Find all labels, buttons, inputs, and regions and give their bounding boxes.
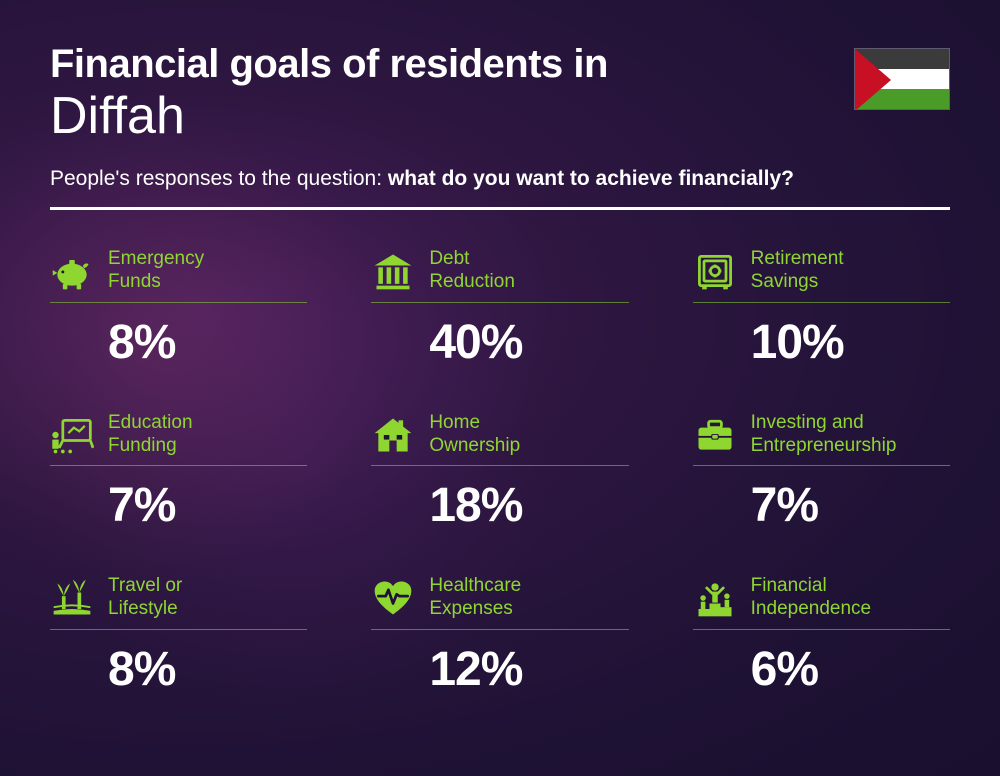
stat-label: EducationFunding <box>108 412 193 458</box>
independence-icon <box>693 576 737 620</box>
stat-label: FinancialIndependence <box>751 575 871 621</box>
stat-value: 40% <box>429 315 628 370</box>
flag <box>854 48 950 110</box>
stat-item-header: EducationFunding <box>50 412 307 467</box>
stat-value: 10% <box>751 315 950 370</box>
stat-label-line1: Home <box>429 412 520 435</box>
stat-item-header: EmergencyFunds <box>50 248 307 303</box>
stat-label-line1: Healthcare <box>429 575 521 598</box>
stat-label: EmergencyFunds <box>108 248 204 294</box>
subtitle: People's responses to the question: what… <box>50 167 950 191</box>
subtitle-bold: what do you want to achieve financially? <box>388 167 794 190</box>
stat-label-line2: Independence <box>751 598 871 621</box>
stat-value: 12% <box>429 642 628 697</box>
divider <box>50 207 950 210</box>
stat-label-line2: Ownership <box>429 435 520 458</box>
stat-label-line2: Entrepreneurship <box>751 435 897 458</box>
stat-item: EmergencyFunds 8% <box>50 248 307 370</box>
home-icon <box>371 413 415 457</box>
stat-label: Travel orLifestyle <box>108 575 182 621</box>
stat-item: HomeOwnership 18% <box>371 412 628 534</box>
stat-value: 8% <box>108 642 307 697</box>
stat-value: 7% <box>751 478 950 533</box>
stat-item-header: FinancialIndependence <box>693 575 950 630</box>
stat-item: Travel orLifestyle 8% <box>50 575 307 697</box>
stat-label-line2: Expenses <box>429 598 521 621</box>
stat-item: EducationFunding 7% <box>50 412 307 534</box>
stat-label: Investing andEntrepreneurship <box>751 412 897 458</box>
safe-icon <box>693 249 737 293</box>
piggy-bank-icon <box>50 249 94 293</box>
grid: EmergencyFunds 8% DebtReduction 40% Retireme… <box>50 248 950 697</box>
stat-label: HealthcareExpenses <box>429 575 521 621</box>
stat-label: DebtReduction <box>429 248 515 294</box>
stat-item-header: HomeOwnership <box>371 412 628 467</box>
stat-item: Investing andEntrepreneurship 7% <box>693 412 950 534</box>
stat-label-line2: Lifestyle <box>108 598 182 621</box>
stat-label-line1: Financial <box>751 575 871 598</box>
stat-label-line1: Debt <box>429 248 515 271</box>
subtitle-prefix: People's responses to the question: <box>50 167 388 190</box>
header: Financial goals of residents in Diffah <box>50 42 950 145</box>
stat-item-header: DebtReduction <box>371 248 628 303</box>
stat-item-header: Investing andEntrepreneurship <box>693 412 950 467</box>
stat-item-header: Travel orLifestyle <box>50 575 307 630</box>
stat-item: FinancialIndependence 6% <box>693 575 950 697</box>
stat-item-header: HealthcareExpenses <box>371 575 628 630</box>
stat-item: RetirementSavings 10% <box>693 248 950 370</box>
stat-item: HealthcareExpenses 12% <box>371 575 628 697</box>
stat-value: 18% <box>429 478 628 533</box>
stat-label: HomeOwnership <box>429 412 520 458</box>
title-line1: Financial goals of residents in <box>50 42 854 86</box>
stat-label-line2: Funds <box>108 271 204 294</box>
flag-triangle <box>855 49 891 110</box>
stat-item: DebtReduction 40% <box>371 248 628 370</box>
stat-label: RetirementSavings <box>751 248 844 294</box>
title-line2: Diffah <box>50 88 854 145</box>
education-icon <box>50 413 94 457</box>
stat-label-line1: Investing and <box>751 412 897 435</box>
travel-icon <box>50 576 94 620</box>
bank-icon <box>371 249 415 293</box>
stat-label-line1: Emergency <box>108 248 204 271</box>
stat-value: 6% <box>751 642 950 697</box>
healthcare-icon <box>371 576 415 620</box>
stat-value: 8% <box>108 315 307 370</box>
stat-label-line1: Retirement <box>751 248 844 271</box>
stat-label-line2: Savings <box>751 271 844 294</box>
stat-label-line2: Funding <box>108 435 193 458</box>
stat-item-header: RetirementSavings <box>693 248 950 303</box>
stat-value: 7% <box>108 478 307 533</box>
stat-label-line1: Education <box>108 412 193 435</box>
briefcase-icon <box>693 413 737 457</box>
title-block: Financial goals of residents in Diffah <box>50 42 854 145</box>
stat-label-line1: Travel or <box>108 575 182 598</box>
stat-label-line2: Reduction <box>429 271 515 294</box>
